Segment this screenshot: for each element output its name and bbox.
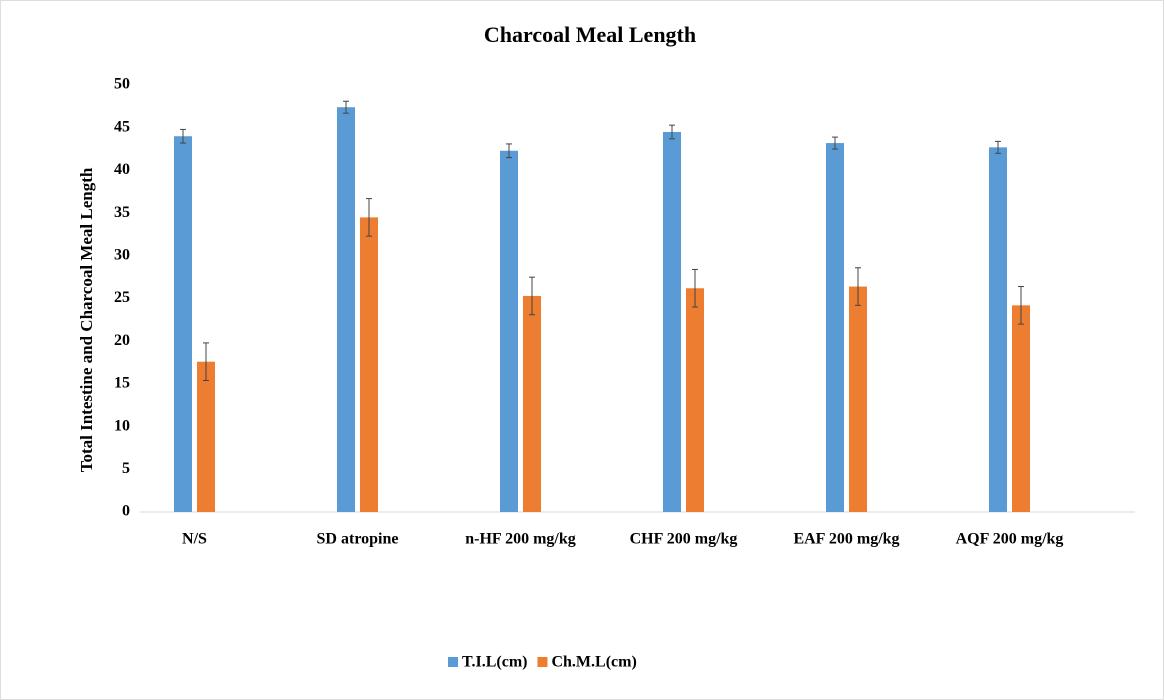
- bar: [1012, 305, 1030, 512]
- legend-swatch: [537, 657, 548, 667]
- error-bar: [855, 267, 861, 306]
- error-bar: [1018, 286, 1024, 325]
- legend-swatch: [448, 657, 458, 667]
- y-tick-label: 10: [114, 417, 130, 434]
- x-tick-label: AQF 200 mg/kg: [956, 531, 1064, 548]
- y-tick-label: 15: [114, 375, 130, 392]
- error-bar: [203, 342, 209, 381]
- bar: [989, 147, 1007, 513]
- y-tick-label: 35: [114, 204, 130, 221]
- bar: [337, 107, 355, 512]
- x-tick-label: EAF 200 mg/kg: [793, 531, 899, 548]
- bar: [523, 295, 541, 512]
- bar: [500, 150, 518, 512]
- chart-title: Charcoal Meal Length: [484, 22, 696, 47]
- bar: [826, 143, 844, 512]
- legend-label: Ch.M.L(cm): [551, 654, 636, 671]
- y-tick-label: 25: [114, 289, 130, 306]
- bar: [686, 288, 704, 512]
- bar: [174, 136, 192, 513]
- error-bar: [506, 143, 512, 159]
- x-tick-label: SD atropine: [317, 531, 399, 548]
- y-tick-label: 5: [122, 460, 130, 477]
- y-tick-label: 20: [114, 332, 130, 349]
- error-bar: [529, 276, 535, 316]
- bar: [360, 217, 378, 512]
- bar: [197, 361, 215, 512]
- error-bar: [692, 268, 698, 308]
- legend-label: T.I.L(cm): [462, 654, 527, 671]
- x-tick-label: n-HF 200 mg/kg: [465, 531, 576, 548]
- error-bar: [995, 140, 1001, 154]
- y-tick-label: 45: [114, 118, 130, 135]
- y-tick-label: 40: [114, 161, 130, 178]
- y-tick-label: 0: [122, 503, 130, 520]
- error-bar: [180, 128, 186, 144]
- y-axis-label: Total Intestine and Charcoal Meal Length: [77, 167, 96, 472]
- x-tick-label: N/S: [182, 531, 207, 548]
- bar: [663, 131, 681, 512]
- error-bar: [343, 100, 349, 114]
- error-bar: [366, 198, 372, 237]
- y-tick-label: 30: [114, 246, 130, 263]
- error-bar: [832, 136, 838, 150]
- error-bar: [669, 124, 675, 140]
- y-tick-label: 50: [114, 76, 130, 93]
- x-tick-label: CHF 200 mg/kg: [630, 531, 738, 548]
- bar: [849, 286, 867, 512]
